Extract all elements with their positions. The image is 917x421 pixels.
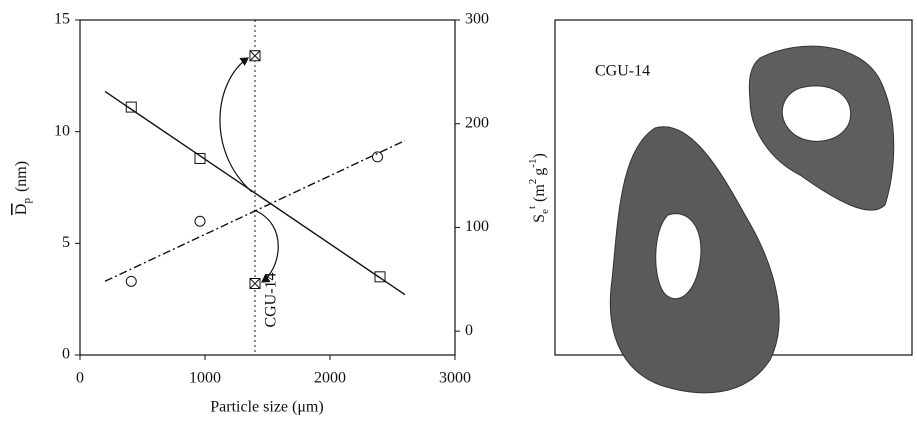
y2-label-unit-close: ) [531,153,548,158]
y-label-sub: p [21,198,33,204]
y2-tick-label: 0 [465,322,473,339]
y2-axis-label: Set (m2 g-1) [526,153,551,223]
fit-line [104,139,406,282]
marker [374,271,386,283]
y2-label-sup: t [526,206,538,209]
y2-label-unit-sup: -1 [527,159,539,168]
y2-label-unit-open: (m [531,184,548,202]
y-label-unit: (nm) [13,161,30,192]
particle-image [748,45,895,211]
y-label-symbol: D [13,204,30,216]
marker [249,50,261,62]
y-tick-label: 10 [54,122,70,139]
particle-image [609,126,780,394]
x-axis-label: Particle size (μm) [210,399,323,416]
marker [125,275,137,287]
x-tick-label: 3000 [439,370,471,387]
marker [249,278,261,290]
marker [372,151,383,163]
photo-label: CGU-14 [595,63,650,80]
y-axis-label: Dp (nm) [13,161,33,215]
y2-label-symbol: S [531,214,548,223]
x-tick-label: 2000 [314,370,346,387]
marker [125,101,137,113]
y-tick-label: 15 [54,11,70,28]
annotation: CGU-14 [263,272,280,327]
y-tick-label: 0 [62,346,70,363]
arrow [219,57,253,193]
y-tick-label: 5 [62,234,70,251]
plot-frame [79,19,456,356]
x-tick-label: 0 [76,370,84,387]
arrow [253,209,279,283]
y2-tick-label: 300 [465,11,489,28]
fit-line [104,90,406,296]
y2-tick-label: 200 [465,114,489,131]
y2-label-unit-sup: 2 [527,179,539,185]
marker [194,215,206,227]
x-tick-label: 1000 [189,370,221,387]
y2-label-sub: e [539,209,551,214]
y2-label-unit-mid: g [531,168,548,176]
y2-tick-label: 100 [465,218,489,235]
